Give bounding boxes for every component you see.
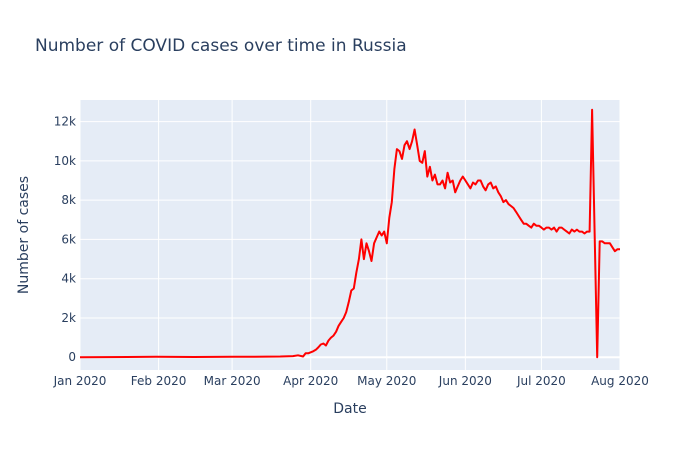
x-tick-label: Aug 2020 (591, 374, 649, 388)
chart-title: Number of COVID cases over time in Russi… (35, 36, 407, 56)
x-tick-label: Feb 2020 (131, 374, 187, 388)
y-tick-label: 12k (54, 115, 76, 129)
y-tick-label: 4k (61, 272, 76, 286)
plot-area (80, 100, 620, 370)
y-tick-label: 8k (61, 193, 76, 207)
x-axis-ticks: Jan 2020 Feb 2020 Mar 2020 Apr 2020 May 2020… (53, 374, 649, 388)
y-tick-label: 2k (61, 311, 76, 325)
x-tick-label: Jun 2020 (438, 374, 492, 388)
data-line-layer (79, 108, 620, 359)
y-tick-label: 0 (68, 350, 76, 364)
x-tick-label: Apr 2020 (283, 374, 338, 388)
y-axis-title: Number of cases (16, 176, 32, 294)
y-axis-ticks: 0 2k 4k 6k 8k 10k 12k (54, 115, 76, 365)
y-tick-label: 6k (61, 232, 76, 246)
y-tick-label: 10k (54, 154, 76, 168)
x-axis-title: Date (333, 401, 366, 417)
x-tick-label: May 2020 (357, 374, 416, 388)
x-tick-label: Mar 2020 (204, 374, 261, 388)
x-tick-label: Jan 2020 (53, 374, 107, 388)
x-tick-label: Jul 2020 (516, 374, 566, 388)
cases-line (79, 108, 620, 359)
